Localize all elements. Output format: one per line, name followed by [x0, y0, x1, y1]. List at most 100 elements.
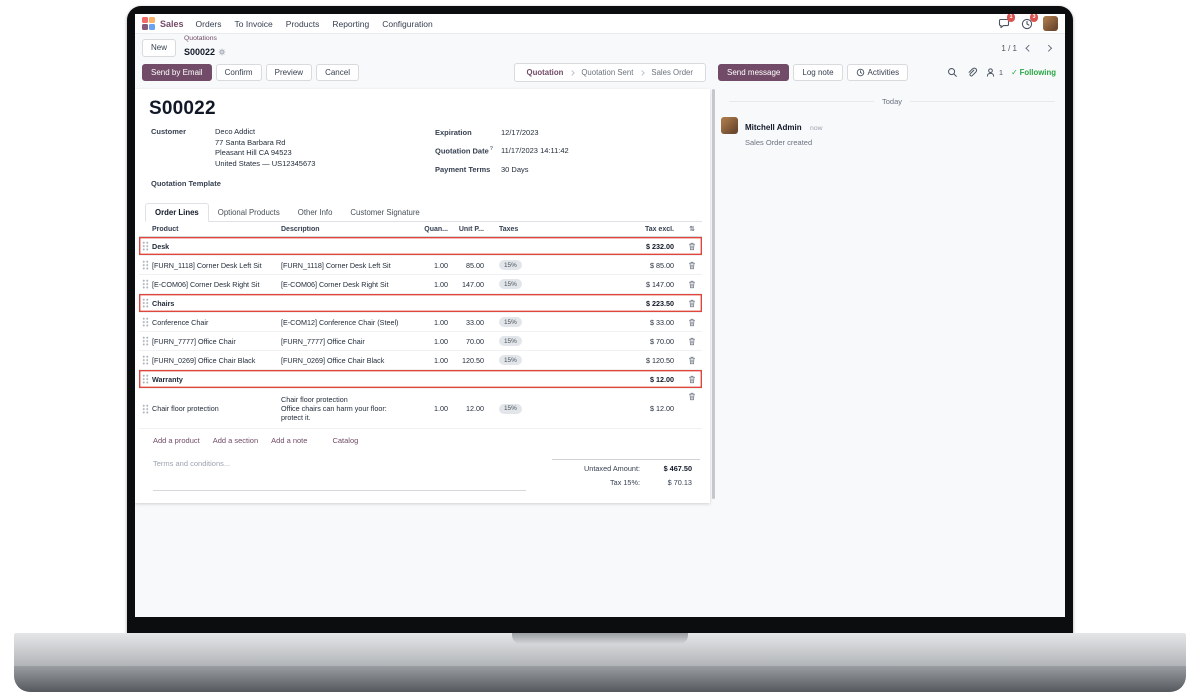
quantity-cell[interactable]: 1.00	[434, 404, 448, 413]
unit-price-cell[interactable]: 147.00	[462, 279, 484, 289]
description-cell[interactable]: [FURN_7777] Office Chair	[281, 336, 365, 346]
section-name[interactable]: Chairs	[152, 298, 175, 308]
delete-row-icon[interactable]	[682, 337, 702, 346]
drag-handle-icon[interactable]	[142, 355, 149, 365]
section-row-chairs[interactable]: Chairs $ 223.50	[139, 294, 702, 313]
section-name[interactable]: Desk	[152, 241, 170, 251]
col-product[interactable]: Product	[152, 225, 179, 233]
following-button[interactable]: ✓ Following	[1011, 68, 1056, 77]
product-cell[interactable]: Chair floor protection	[152, 404, 219, 413]
delete-row-icon[interactable]	[682, 280, 702, 289]
menu-to-invoice[interactable]: To Invoice	[234, 18, 273, 29]
tax-badge[interactable]: 15%	[499, 355, 522, 366]
customer-field[interactable]: Deco Addict 77 Santa Barbara Rd Pleasant…	[215, 127, 316, 168]
description-cell[interactable]: [E-COM12] Conference Chair (Steel)	[281, 317, 399, 327]
description-cell[interactable]: Chair floor protection Office chairs can…	[281, 395, 387, 422]
payment-terms-field[interactable]: 30 Days	[501, 165, 529, 174]
tab-order-lines[interactable]: Order Lines	[145, 203, 209, 222]
order-line-row[interactable]: [FURN_7777] Office Chair [FURN_7777] Off…	[139, 332, 702, 351]
product-cell[interactable]: [FURN_1118] Corner Desk Left Sit	[152, 260, 262, 270]
delete-row-icon[interactable]	[682, 299, 702, 308]
tax-badge[interactable]: 15%	[499, 317, 522, 328]
quantity-cell[interactable]: 1.00	[434, 260, 448, 270]
expiration-field[interactable]: 12/17/2023	[501, 128, 539, 137]
app-name[interactable]: Sales	[160, 18, 184, 29]
col-description[interactable]: Description	[281, 225, 320, 233]
add-note-link[interactable]: Add a note	[271, 436, 308, 445]
section-row-warranty[interactable]: Warranty $ 12.00	[139, 370, 702, 389]
send-by-email-button[interactable]: Send by Email	[142, 63, 212, 82]
scrollbar-thumb[interactable]	[712, 89, 715, 499]
quantity-cell[interactable]: 1.00	[434, 279, 448, 289]
tab-customer-signature[interactable]: Customer Signature	[350, 208, 420, 217]
product-cell[interactable]: [E-COM06] Corner Desk Right Sit	[152, 279, 260, 289]
breadcrumb-parent[interactable]: Quotations	[184, 34, 217, 42]
drag-handle-icon[interactable]	[142, 317, 149, 327]
delete-row-icon[interactable]	[682, 356, 702, 365]
unit-price-cell[interactable]: 70.00	[466, 336, 484, 346]
pager-prev-button[interactable]	[1022, 41, 1036, 55]
activities-button[interactable]: Activities	[846, 63, 909, 82]
followers-icon[interactable]	[985, 67, 996, 78]
drag-handle-icon[interactable]	[142, 403, 149, 414]
optional-columns-icon[interactable]: ⇅	[689, 225, 695, 233]
order-line-row[interactable]: Conference Chair [E-COM12] Conference Ch…	[139, 313, 702, 332]
sales-app-icon[interactable]	[142, 17, 155, 30]
description-cell[interactable]: [FURN_0269] Office Chair Black	[281, 355, 385, 365]
user-avatar[interactable]	[1043, 16, 1058, 31]
product-cell[interactable]: [FURN_0269] Office Chair Black	[152, 355, 256, 365]
tab-optional-products[interactable]: Optional Products	[217, 208, 280, 217]
order-line-row[interactable]: [FURN_1118] Corner Desk Left Sit [FURN_1…	[139, 256, 702, 275]
add-section-link[interactable]: Add a section	[212, 436, 259, 445]
gear-icon[interactable]	[218, 44, 226, 60]
delete-row-icon[interactable]	[682, 375, 702, 384]
tax-badge[interactable]: 15%	[499, 403, 522, 414]
drag-handle-icon[interactable]	[142, 260, 149, 270]
tax-badge[interactable]: 15%	[499, 260, 522, 271]
catalog-link[interactable]: Catalog	[332, 436, 359, 445]
author-avatar[interactable]	[721, 117, 738, 134]
search-icon[interactable]	[947, 67, 958, 78]
quantity-cell[interactable]: 1.00	[434, 355, 448, 365]
col-quantity[interactable]: Quan...	[424, 225, 448, 233]
description-cell[interactable]: [E-COM06] Corner Desk Right Sit	[281, 279, 389, 289]
tax-badge[interactable]: 15%	[499, 279, 522, 290]
message-author[interactable]: Mitchell Admin	[745, 123, 802, 132]
terms-and-conditions-field[interactable]: Terms and conditions...	[153, 459, 526, 491]
drag-handle-icon[interactable]	[142, 241, 149, 251]
menu-configuration[interactable]: Configuration	[382, 18, 433, 29]
log-note-button[interactable]: Log note	[793, 63, 843, 82]
quotation-date-field[interactable]: 11/17/2023 14:11:42	[501, 146, 569, 155]
add-product-link[interactable]: Add a product	[153, 436, 200, 445]
status-step-quotation-sent[interactable]: Quotation Sent	[581, 68, 634, 77]
tab-other-info[interactable]: Other Info	[297, 208, 333, 217]
unit-price-cell[interactable]: 85.00	[466, 260, 484, 270]
chatter-message[interactable]: Mitchell Admin now Sales Order created	[721, 117, 1063, 147]
new-button[interactable]: New	[142, 39, 177, 57]
section-row-desk[interactable]: Desk $ 232.00	[139, 237, 702, 256]
order-line-row[interactable]: [FURN_0269] Office Chair Black [FURN_026…	[139, 351, 702, 370]
delete-row-icon[interactable]	[682, 318, 702, 327]
delete-row-icon[interactable]	[682, 392, 702, 401]
drag-handle-icon[interactable]	[142, 374, 149, 384]
delete-row-icon[interactable]	[682, 242, 702, 251]
col-unit-price[interactable]: Unit P...	[458, 225, 484, 233]
messages-icon[interactable]: 1	[997, 14, 1015, 30]
tax-badge[interactable]: 15%	[499, 336, 522, 347]
menu-orders[interactable]: Orders	[195, 18, 222, 29]
description-cell[interactable]: [FURN_1118] Corner Desk Left Sit	[281, 260, 391, 270]
col-taxes[interactable]: Taxes	[499, 225, 519, 233]
status-step-sales-order[interactable]: Sales Order	[651, 68, 693, 77]
product-cell[interactable]: [FURN_7777] Office Chair	[152, 336, 236, 346]
product-cell[interactable]: Conference Chair	[152, 317, 209, 327]
pager-next-button[interactable]	[1041, 41, 1055, 55]
drag-handle-icon[interactable]	[142, 298, 149, 308]
send-message-button[interactable]: Send message	[718, 63, 790, 82]
quantity-cell[interactable]: 1.00	[434, 336, 448, 346]
menu-products[interactable]: Products	[285, 18, 320, 29]
confirm-button[interactable]: Confirm	[215, 63, 262, 82]
cancel-button[interactable]: Cancel	[316, 63, 359, 82]
col-tax-excl[interactable]: Tax excl.	[644, 225, 674, 233]
attachment-icon[interactable]	[966, 67, 977, 78]
quantity-cell[interactable]: 1.00	[434, 317, 448, 327]
